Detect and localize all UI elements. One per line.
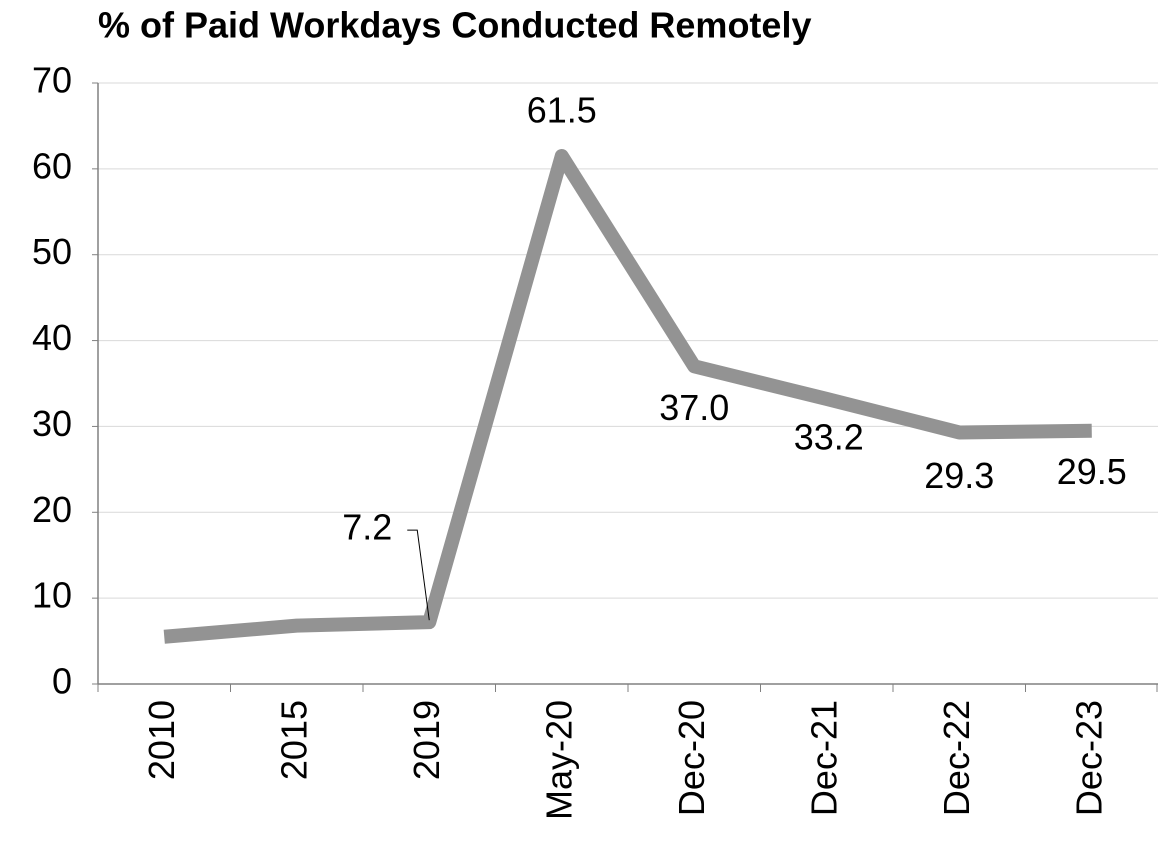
y-tick-label: 0 [52, 661, 72, 702]
chart-title: % of Paid Workdays Conducted Remotely [98, 5, 811, 46]
y-tick-label: 70 [32, 60, 72, 101]
x-tick-label: Dec-22 [936, 700, 977, 816]
x-tick-label: 2015 [273, 700, 314, 780]
data-label: 29.5 [1057, 451, 1127, 492]
data-label: 29.3 [924, 455, 994, 496]
x-tick-label: Dec-20 [671, 700, 712, 816]
data-label: 61.5 [527, 89, 597, 130]
y-tick-label: 40 [32, 317, 72, 358]
x-tick-label: Dec-21 [803, 700, 844, 816]
y-tick-label: 10 [32, 575, 72, 616]
leader-line [407, 529, 430, 621]
data-line [163, 148, 1092, 644]
data-label: 37.0 [659, 387, 729, 428]
x-tick-label: 2019 [406, 700, 447, 780]
x-tick-label: May-20 [538, 700, 579, 820]
data-label: 33.2 [794, 416, 864, 457]
y-tick-label: 20 [32, 489, 72, 530]
x-tick-label: 2010 [141, 700, 182, 780]
data-label: 7.2 [342, 507, 392, 548]
x-tick-label: Dec-23 [1068, 700, 1109, 816]
y-tick-label: 60 [32, 145, 72, 186]
y-tick-label: 30 [32, 403, 72, 444]
y-tick-label: 50 [32, 231, 72, 272]
